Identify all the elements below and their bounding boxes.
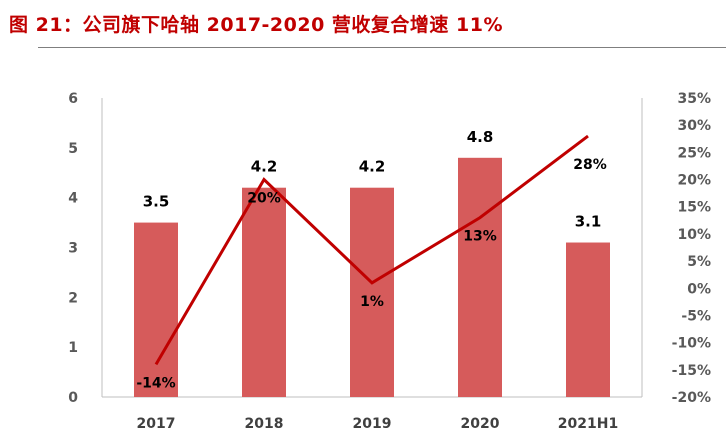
bar-value-label: 3.5: [143, 193, 170, 211]
y-left-tick-label: 2: [68, 290, 78, 306]
x-tick-label: 2018: [245, 416, 284, 432]
bar-value-label: 4.2: [251, 158, 278, 176]
y-right-tick-label: 25%: [677, 145, 711, 161]
x-tick-label: 2019: [353, 416, 392, 432]
title-divider: [38, 47, 726, 48]
tick-labels: 0 1 2 3 4 5 6 -20% -15% -10% -5% 0% 5% 10% 15% 20% 25% 30…: [68, 91, 711, 432]
line-value-label: 20%: [247, 191, 281, 207]
y-right-tick-label: 35%: [677, 91, 711, 107]
y-right-tick-label: -5%: [681, 308, 711, 324]
line-value-label: 1%: [360, 294, 384, 310]
bar: [458, 157, 502, 397]
bar-value-label: 4.2: [359, 158, 386, 176]
bar: [566, 242, 610, 397]
data-labels: 3.5 4.2 4.2 4.8 3.1 -14% 20% 1% 13% 28%: [136, 128, 606, 392]
bar: [134, 222, 178, 397]
y-right-tick-label: 15%: [677, 200, 711, 216]
line-value-label: 28%: [573, 157, 607, 173]
y-left-tick-label: 0: [68, 390, 78, 406]
x-tick-label: 2017: [137, 416, 176, 432]
y-right-tick-label: 0%: [687, 281, 711, 297]
bar: [242, 187, 286, 397]
figure-title: 图 21：公司旗下哈轴 2017-2020 营收复合增速 11%: [9, 14, 504, 36]
x-tick-label: 2020: [461, 416, 500, 432]
line-value-label: -14%: [136, 375, 175, 391]
y-right-tick-label: -20%: [672, 390, 711, 406]
bar: [350, 187, 394, 397]
y-right-tick-label: 20%: [677, 173, 711, 189]
y-left-tick-label: 1: [68, 340, 78, 356]
line-series: [154, 134, 589, 366]
y-left-tick-label: 3: [68, 241, 78, 257]
y-left-tick-label: 5: [68, 141, 78, 157]
y-right-tick-label: 10%: [677, 227, 711, 243]
bar-value-label: 3.1: [575, 213, 602, 231]
y-right-tick-label: 30%: [677, 118, 711, 134]
y-right-tick-label: -10%: [672, 336, 711, 352]
y-left-tick-label: 6: [68, 91, 78, 107]
x-tick-label: 2021H1: [558, 416, 618, 432]
y-right-tick-label: -15%: [672, 363, 711, 379]
bar-value-label: 4.8: [467, 128, 494, 146]
bar-series: [134, 157, 610, 397]
y-right-tick-label: 5%: [687, 254, 711, 270]
growth-line: [154, 134, 589, 366]
y-left-tick-label: 4: [68, 191, 78, 207]
line-value-label: 13%: [463, 229, 497, 245]
